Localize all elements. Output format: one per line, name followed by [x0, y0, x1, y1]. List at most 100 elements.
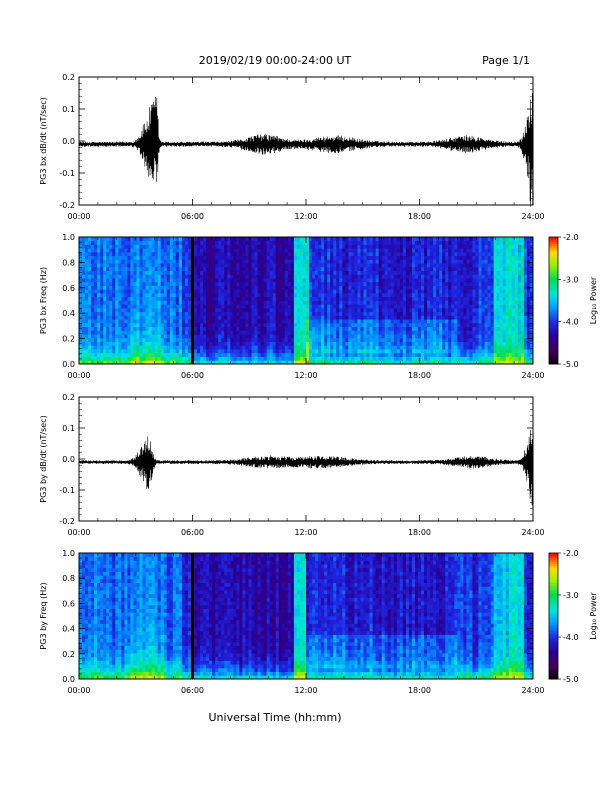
- spectrogram-cell: [357, 296, 361, 301]
- spectrogram-cell: [227, 270, 231, 275]
- spectrogram-cell: [154, 248, 159, 253]
- spectrogram-cell: [378, 356, 383, 361]
- spectrogram-cell: [296, 319, 301, 324]
- spectrogram-cell: [511, 326, 516, 331]
- spectrogram-cell: [433, 270, 437, 275]
- spectrogram-cell: [366, 356, 370, 361]
- spectrogram-cell: [206, 311, 210, 316]
- spectrogram-cell: [442, 263, 446, 268]
- spectrogram-cell: [278, 322, 283, 328]
- spectrogram-cell: [315, 251, 319, 257]
- spectrogram-cell: [293, 322, 298, 328]
- spectrogram-cell: [309, 311, 313, 316]
- spectrogram-cell: [115, 278, 119, 283]
- spectrogram-cell: [100, 270, 104, 275]
- spectrogram-cell: [327, 289, 331, 294]
- spectrogram-cell: [112, 341, 116, 346]
- spectrogram-cell: [354, 300, 358, 305]
- spectrogram-cell: [148, 251, 153, 257]
- spectrogram-cell: [287, 322, 292, 328]
- spectrogram-cell: [218, 266, 222, 272]
- spectrogram-cell: [79, 266, 83, 272]
- spectrogram-cell: [375, 270, 380, 275]
- spectrogram-cell: [106, 296, 110, 301]
- spectrogram-cell: [88, 296, 92, 301]
- spectrogram-cell: [233, 319, 237, 324]
- spectrogram-cell: [481, 319, 485, 324]
- spectrogram-cell: [299, 293, 304, 298]
- spectrogram-cell: [408, 248, 413, 253]
- spectrogram-cell: [275, 248, 280, 253]
- spectrogram-cell: [472, 311, 476, 316]
- spectrogram-cell: [372, 285, 377, 290]
- spectrogram-cell: [466, 349, 470, 354]
- x-tick-label: 12:00: [294, 212, 317, 221]
- spectrogram-cell: [181, 304, 186, 309]
- spectrogram-cell: [393, 270, 398, 275]
- spectrogram-cell: [469, 293, 473, 298]
- spectrogram-cell: [508, 296, 513, 301]
- spectrogram-cell: [436, 300, 440, 305]
- spectrogram-cell: [421, 337, 425, 342]
- spectrogram-cell: [251, 255, 255, 260]
- spectrogram-cell: [194, 251, 198, 257]
- spectrogram-cell: [100, 293, 104, 298]
- spectrogram-cell: [218, 337, 222, 342]
- spectrogram-cell: [363, 251, 367, 257]
- spectrogram-cell: [439, 311, 443, 316]
- spectrogram-cell: [115, 352, 119, 357]
- spectrogram-cell: [245, 266, 249, 272]
- spectrogram-cell: [405, 337, 410, 342]
- spectrogram-cell: [445, 352, 449, 357]
- spectrogram-cell: [139, 244, 143, 249]
- spectrogram-cell: [221, 334, 225, 339]
- spectrogram-cell: [230, 263, 234, 268]
- spectrogram-cell: [184, 281, 189, 286]
- spectrogram-cell: [172, 352, 177, 357]
- spectrogram-cell: [236, 319, 240, 324]
- spectrogram-cell: [405, 330, 410, 335]
- spectrogram-cell: [200, 244, 204, 249]
- spectrogram-cell: [203, 337, 207, 342]
- spectrogram-cell: [175, 296, 180, 301]
- spectrogram-cell: [336, 263, 340, 268]
- spectrogram-cell: [278, 326, 283, 331]
- spectrogram-cell: [414, 330, 419, 335]
- spectrogram-cell: [457, 356, 461, 361]
- spectrogram-cell: [236, 337, 240, 342]
- spectrogram-cell: [124, 345, 128, 350]
- spectrogram-cell: [82, 281, 86, 286]
- spectrogram-cell: [251, 240, 255, 245]
- spectrogram-cell: [469, 251, 473, 257]
- spectrogram-cell: [436, 263, 440, 268]
- page-title: 2019/02/19 00:00-24:00 UT: [199, 54, 352, 67]
- spectrogram-cell: [91, 270, 95, 275]
- spectrogram-cell: [375, 296, 380, 301]
- spectrogram-cell: [330, 259, 334, 264]
- spectrogram-cell: [160, 293, 165, 298]
- spectrogram-cell: [287, 274, 292, 279]
- spectrogram-cell: [408, 319, 413, 324]
- spectrogram-cell: [263, 360, 268, 365]
- spectrogram-cell: [315, 240, 319, 245]
- spectrogram-cell: [157, 319, 162, 324]
- spectrogram-cell: [496, 330, 501, 335]
- spectrogram-cell: [272, 263, 277, 268]
- spectrogram-cell: [257, 270, 261, 275]
- spectrogram-cell: [336, 356, 340, 361]
- spectrogram-cell: [133, 341, 137, 346]
- spectrogram-cell: [505, 352, 510, 357]
- spectrogram-cell: [181, 237, 186, 242]
- spectrogram-cell: [172, 326, 177, 331]
- spectrogram-cell: [121, 304, 125, 309]
- spectrogram-cell: [433, 296, 437, 301]
- spectrogram-cell: [100, 334, 104, 339]
- spectrogram-cell: [266, 248, 271, 253]
- spectrogram-cell: [245, 352, 249, 357]
- spectrogram-cell: [266, 296, 271, 301]
- spectrogram-cell: [427, 360, 431, 365]
- spectrogram-cell: [399, 270, 404, 275]
- spectrogram-cell: [348, 255, 352, 260]
- spectrogram-cell: [505, 330, 510, 335]
- spectrogram-cell: [184, 237, 189, 242]
